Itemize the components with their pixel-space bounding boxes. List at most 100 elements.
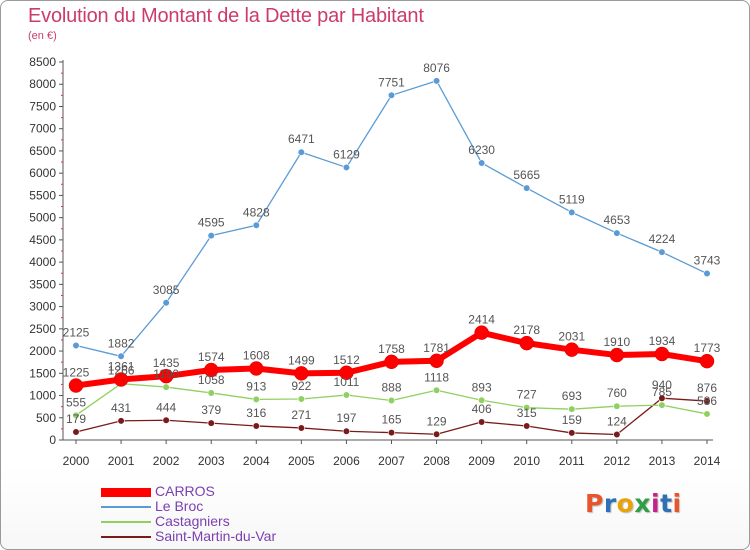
data-label-castagniers: 1190 <box>153 367 179 381</box>
data-point-carros <box>384 354 399 370</box>
data-point-le-broc <box>72 341 80 350</box>
x-tick-label: 2014 <box>694 454 721 468</box>
data-label-carros: 1361 <box>108 359 135 373</box>
y-tick-label: 8500 <box>29 55 56 69</box>
data-point-saint-martin-du-var <box>568 429 576 437</box>
data-point-castagniers <box>432 386 441 394</box>
data-point-saint-martin-du-var <box>297 424 305 432</box>
legend-label: Saint-Martin-du-Var <box>155 528 277 544</box>
data-label-le-broc: 4653 <box>604 213 631 227</box>
data-point-castagniers <box>568 405 576 413</box>
data-label-carros: 1910 <box>604 335 631 349</box>
data-point-le-broc <box>252 221 260 229</box>
y-tick-label: 3500 <box>29 277 56 291</box>
x-tick-label: 2005 <box>288 454 315 468</box>
data-label-le-broc: 1882 <box>108 336 135 350</box>
data-point-castagniers <box>613 402 621 410</box>
data-point-carros <box>113 372 129 387</box>
data-label-saint-martin-du-var: 271 <box>291 408 311 422</box>
data-point-le-broc <box>342 163 351 172</box>
legend-swatch <box>101 506 151 508</box>
data-label-castagniers: 1058 <box>198 373 225 387</box>
x-tick-label: 2009 <box>468 454 495 468</box>
data-label-carros: 1225 <box>63 366 90 380</box>
data-point-castagniers <box>478 396 486 404</box>
data-point-le-broc <box>297 148 305 156</box>
data-point-castagniers <box>342 391 351 399</box>
data-point-saint-martin-du-var <box>432 430 441 438</box>
y-tick-label: 1500 <box>29 366 56 380</box>
data-label-carros: 1435 <box>153 356 180 370</box>
data-label-saint-martin-du-var: 379 <box>201 403 221 417</box>
legend-label: CARROS <box>155 483 215 499</box>
data-label-carros: 1499 <box>288 353 315 367</box>
data-point-saint-martin-du-var <box>162 416 170 424</box>
logo-letter: o <box>616 489 635 518</box>
data-point-castagniers <box>387 396 396 405</box>
data-point-castagniers <box>72 411 80 419</box>
data-label-saint-martin-du-var: 316 <box>246 406 266 420</box>
data-point-le-broc <box>568 208 576 216</box>
data-label-saint-martin-du-var: 876 <box>697 381 717 395</box>
data-point-carros <box>339 365 354 381</box>
data-point-saint-martin-du-var <box>703 397 711 405</box>
data-label-saint-martin-du-var: 197 <box>336 411 356 425</box>
data-point-le-broc <box>207 232 215 240</box>
y-tick-label: 7000 <box>29 122 56 136</box>
data-point-carros <box>519 335 534 351</box>
data-label-saint-martin-du-var: 124 <box>607 414 627 428</box>
data-label-le-broc: 6471 <box>288 132 315 146</box>
data-point-carros <box>699 353 715 369</box>
y-tick-label: 6000 <box>29 166 56 180</box>
data-label-castagniers: 760 <box>607 386 627 400</box>
data-point-carros <box>564 342 580 357</box>
data-label-le-broc: 8076 <box>423 61 450 75</box>
logo-letter: r <box>603 489 617 518</box>
y-tick-label: 2000 <box>29 344 56 358</box>
y-tick-label: 5000 <box>29 211 56 225</box>
y-tick-label: 2500 <box>29 322 56 336</box>
data-label-carros: 1773 <box>694 341 721 355</box>
data-point-saint-martin-du-var <box>117 417 125 425</box>
data-label-le-broc: 2125 <box>63 326 90 340</box>
data-label-saint-martin-du-var: 406 <box>472 402 492 416</box>
x-tick-label: 2003 <box>198 454 225 468</box>
data-label-carros: 2178 <box>513 323 540 337</box>
data-label-saint-martin-du-var: 159 <box>562 413 582 427</box>
x-tick-label: 2007 <box>378 454 405 468</box>
data-label-castagniers: 913 <box>246 379 266 393</box>
data-label-castagniers: 1266 <box>108 364 135 378</box>
data-label-le-broc: 5119 <box>559 192 585 206</box>
x-tick-label: 2004 <box>243 454 270 468</box>
data-point-saint-martin-du-var <box>252 422 260 430</box>
data-point-saint-martin-du-var <box>613 430 621 439</box>
data-label-saint-martin-du-var: 431 <box>111 401 131 415</box>
data-label-carros: 1608 <box>243 348 270 362</box>
data-point-saint-martin-du-var <box>387 429 396 437</box>
data-label-castagniers: 893 <box>472 380 492 394</box>
data-label-le-broc: 3743 <box>694 254 721 268</box>
data-point-castagniers <box>523 404 531 412</box>
data-label-castagniers: 785 <box>652 385 672 399</box>
y-tick-label: 4500 <box>29 233 56 247</box>
data-label-le-broc: 3085 <box>153 283 180 297</box>
data-point-castagniers <box>658 401 666 409</box>
data-label-castagniers: 693 <box>562 389 582 403</box>
data-point-carros <box>429 353 444 369</box>
data-label-le-broc: 5665 <box>513 168 540 182</box>
data-label-saint-martin-du-var: 444 <box>156 400 176 414</box>
data-point-le-broc <box>478 159 486 167</box>
logo-letter: P <box>585 489 604 518</box>
x-tick-label: 2000 <box>63 454 90 468</box>
data-point-le-broc <box>162 299 170 307</box>
data-label-castagniers: 555 <box>66 395 86 409</box>
data-point-le-broc <box>658 248 666 256</box>
data-label-saint-martin-du-var: 179 <box>66 412 86 426</box>
x-tick-label: 2008 <box>423 454 450 468</box>
data-point-castagniers <box>207 389 215 397</box>
data-point-le-broc <box>117 352 125 360</box>
data-label-le-broc: 4595 <box>198 216 225 230</box>
data-point-le-broc <box>523 184 531 192</box>
